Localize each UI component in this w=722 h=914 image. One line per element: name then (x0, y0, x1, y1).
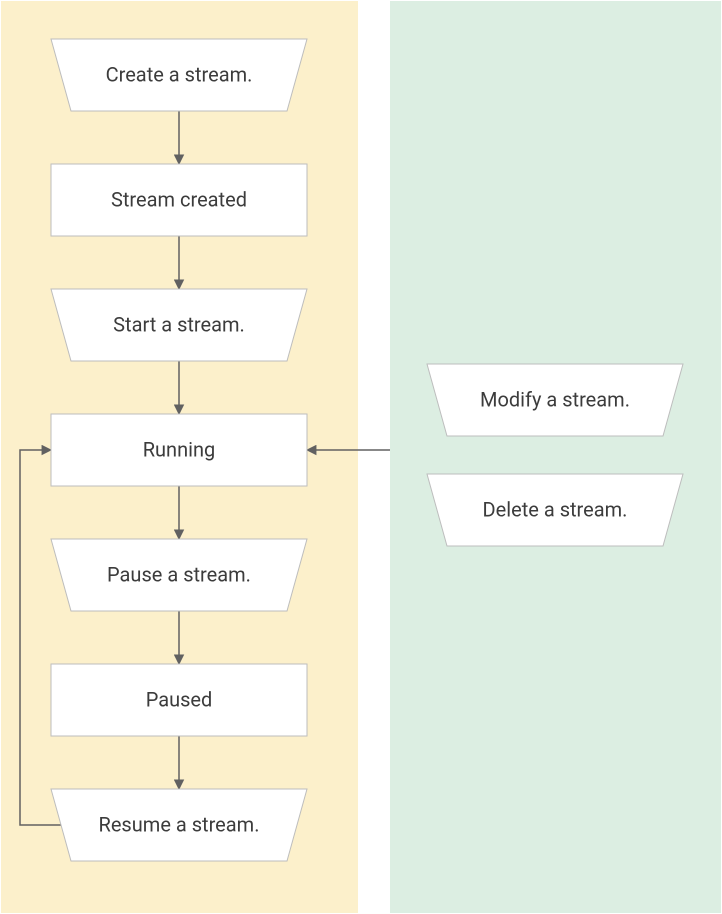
node-create: Create a stream. (51, 39, 307, 111)
node-running: Running (51, 414, 307, 486)
node-create-label: Create a stream. (106, 62, 253, 86)
flowchart-diagram: Create a stream. Stream created Start a st… (0, 0, 722, 914)
node-delete-label: Delete a stream. (483, 497, 628, 521)
node-paused: Paused (51, 664, 307, 736)
node-delete: Delete a stream. (427, 474, 683, 546)
node-modify-label: Modify a stream. (480, 387, 630, 411)
node-resume-label: Resume a stream. (99, 812, 260, 836)
node-paused-label: Paused (146, 687, 213, 711)
node-pause-label: Pause a stream. (107, 562, 251, 586)
node-modify: Modify a stream. (427, 364, 683, 436)
right-panel (390, 1, 721, 913)
node-start-label: Start a stream. (113, 312, 245, 336)
node-resume: Resume a stream. (51, 789, 307, 861)
node-running-label: Running (143, 437, 216, 461)
node-created: Stream created (51, 164, 307, 236)
node-start: Start a stream. (51, 289, 307, 361)
node-pause: Pause a stream. (51, 539, 307, 611)
node-created-label: Stream created (111, 187, 247, 211)
